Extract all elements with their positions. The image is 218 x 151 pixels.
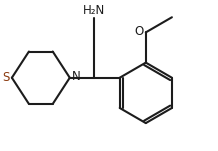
Text: N: N [72,70,81,83]
Text: H₂N: H₂N [82,4,105,17]
Text: S: S [2,71,9,84]
Text: O: O [134,26,143,39]
